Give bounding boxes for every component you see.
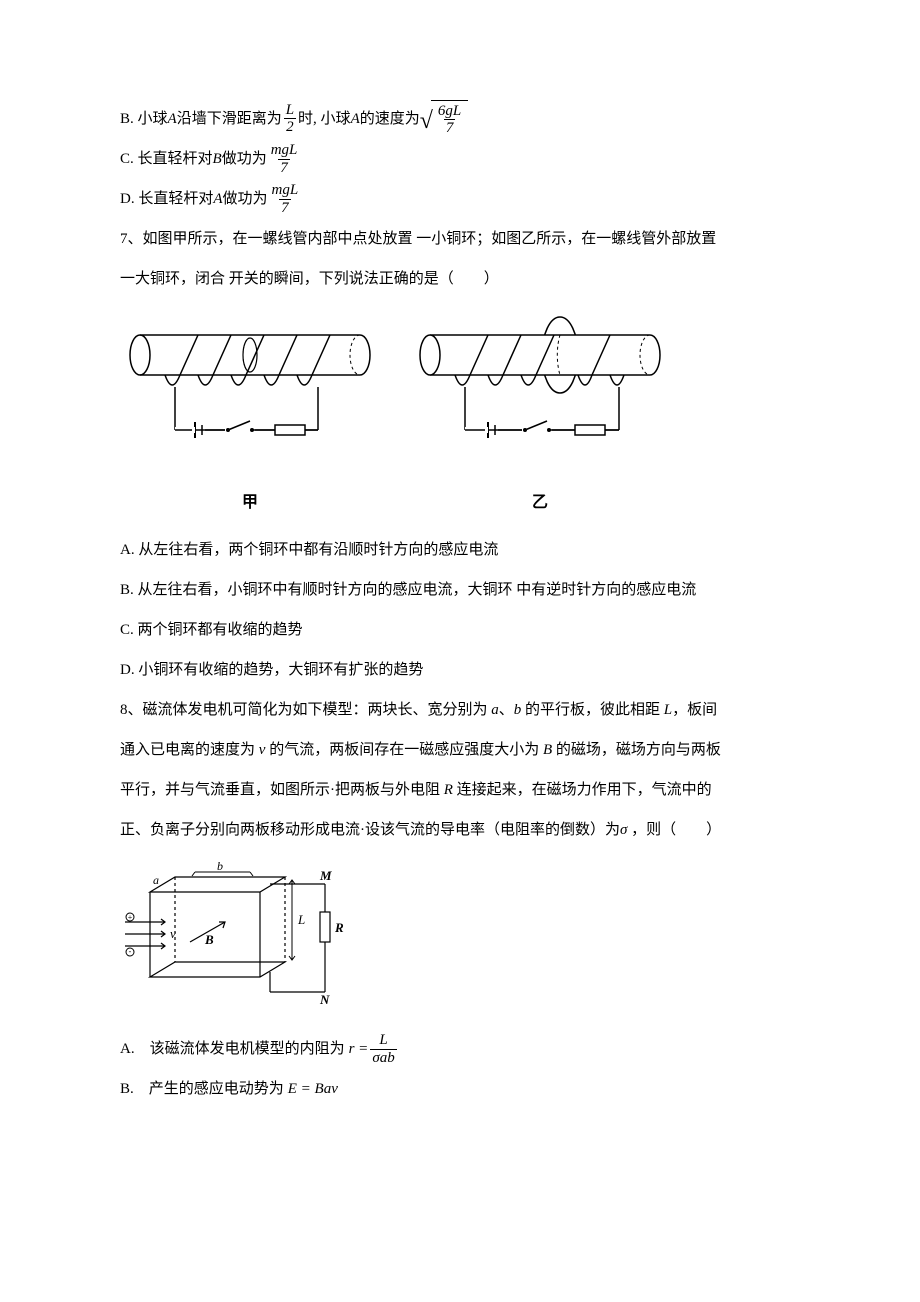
label-L: L xyxy=(297,912,305,927)
q7-option-c: C. 两个铜环都有收缩的趋势 xyxy=(120,612,800,648)
fraction: mgL 7 xyxy=(270,182,301,216)
text: 做功为 xyxy=(223,181,268,217)
text: C. 长直轻杆对 xyxy=(120,141,213,177)
label-B: B xyxy=(204,932,214,947)
q7-stem-line1: 7、如图甲所示，在一螺线管内部中点处放置 一小铜环；如图乙所示，在一螺线管外部放… xyxy=(120,221,800,257)
caption-jia: 甲 xyxy=(242,484,258,522)
q7-option-a: A. 从左往右看，两个铜环中都有沿顺时针方向的感应电流 xyxy=(120,532,800,568)
var: A xyxy=(351,101,360,137)
q8-stem-line1: 8、磁流体发电机可简化为如下模型：两块长、宽分别为 a、b 的平行板，彼此相距 … xyxy=(120,692,800,728)
text: 时, 小球 xyxy=(298,101,351,137)
q6-option-c: C. 长直轻杆对 B 做功为 mgL 7 xyxy=(120,141,800,177)
q7-stem-line2: 一大铜环，闭合 开关的瞬间，下列说法正确的是（ ） xyxy=(120,261,800,297)
q7-figures: 甲 xyxy=(120,315,800,522)
solenoid-yi-icon xyxy=(410,315,670,480)
q8-option-a: A. 该磁流体发电机模型的内阻为 r = L σab xyxy=(120,1031,800,1067)
q6-option-b: B. 小球 A 沿墙下滑距离为 L 2 时, 小球 A 的速度为 √ 6gL 7 xyxy=(120,100,800,137)
q8-stem-line2: 通入已电离的速度为 v 的气流，两板间存在一磁感应强度大小为 B 的磁场，磁场方… xyxy=(120,732,800,768)
q8-stem-line4: 正、负离子分别向两板移动形成电流·设该气流的导电率（电阻率的倒数）为σ ，则（ … xyxy=(120,812,800,848)
label-v: v xyxy=(170,926,176,941)
fraction: L 2 xyxy=(284,102,296,136)
q7-figure-right: 乙 xyxy=(410,315,670,522)
var: B xyxy=(213,141,222,177)
fraction: L σab xyxy=(370,1032,396,1066)
text: 做功为 xyxy=(222,141,267,177)
text: D. 长直轻杆对 xyxy=(120,181,213,217)
label-N: N xyxy=(319,992,330,1007)
label-a: a xyxy=(153,873,159,887)
text: 沿墙下滑距离为 xyxy=(177,101,282,137)
svg-text:-: - xyxy=(129,947,132,956)
solenoid-jia-icon xyxy=(120,315,380,480)
q8-option-b: B. 产生的感应电动势为 E = Bav xyxy=(120,1071,800,1107)
caption-yi: 乙 xyxy=(532,484,548,522)
q7-option-d: D. 小铜环有收缩的趋势，大铜环有扩张的趋势 xyxy=(120,652,800,688)
sqrt: √ 6gL 7 xyxy=(420,100,469,137)
q6-option-d: D. 长直轻杆对 A 做功为 mgL 7 xyxy=(120,181,800,217)
label-R: R xyxy=(334,920,344,935)
q7-figure-left: 甲 xyxy=(120,315,380,522)
q8-stem-line3: 平行，并与气流垂直，如图所示·把两板与外电阻 R 连接起来，在磁场力作用下，气流… xyxy=(120,772,800,808)
q7-option-b: B. 从左往右看，小铜环中有顺时针方向的感应电流，大铜环 中有逆时针方向的感应电… xyxy=(120,572,800,608)
var: A xyxy=(168,101,177,137)
mhd-generator-icon: b a L + - v B xyxy=(120,862,350,1017)
svg-text:+: + xyxy=(128,913,133,922)
label-M: M xyxy=(319,868,332,883)
q8-figure: b a L + - v B xyxy=(120,862,800,1017)
text: 的速度为 xyxy=(360,101,420,137)
fraction: mgL 7 xyxy=(269,142,300,176)
var: A xyxy=(213,181,222,217)
text: B. 小球 xyxy=(120,101,168,137)
label-b: b xyxy=(217,862,223,873)
